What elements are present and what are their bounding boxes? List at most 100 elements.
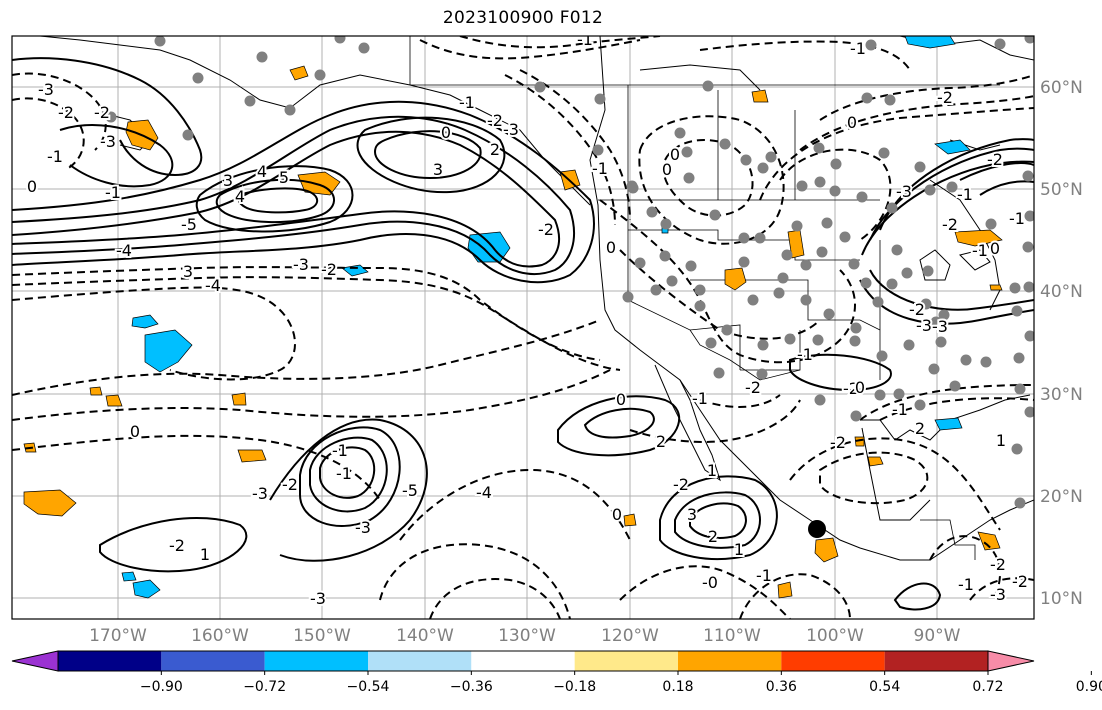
contour-label: 0 bbox=[990, 239, 1000, 258]
station-dot bbox=[814, 176, 826, 188]
station-dot bbox=[705, 337, 717, 349]
colorbar-tick-label: 0.18 bbox=[662, 679, 693, 695]
contour-label: 0 bbox=[855, 378, 865, 397]
colorbar-tick-label: 0.72 bbox=[972, 679, 1003, 695]
station-dot bbox=[1009, 282, 1021, 294]
station-dot bbox=[791, 220, 803, 232]
contour-label: -1 bbox=[332, 441, 348, 460]
station-dot bbox=[800, 294, 812, 306]
contour-label: -2 bbox=[937, 88, 953, 107]
station-dot bbox=[960, 354, 972, 366]
station-dot bbox=[594, 93, 606, 105]
negative-anomaly-patches bbox=[121, 36, 971, 599]
contour-label: 2 bbox=[490, 140, 500, 159]
station-dot bbox=[192, 72, 204, 84]
colorbar-segment bbox=[574, 651, 678, 671]
contour-label: -2 bbox=[487, 111, 503, 130]
colorbar-segment bbox=[781, 651, 885, 671]
station-dot bbox=[244, 95, 256, 107]
station-dot bbox=[694, 284, 706, 296]
colorbar-tick-label: 0.54 bbox=[869, 679, 900, 695]
station-dot bbox=[796, 180, 808, 192]
contour-label: -2 bbox=[745, 378, 761, 397]
contour-label: -1 bbox=[592, 159, 608, 178]
station-dot bbox=[924, 184, 936, 196]
contour-label: -3 bbox=[916, 316, 932, 335]
station-dot bbox=[765, 151, 777, 163]
station-dot bbox=[182, 129, 194, 141]
station-dot bbox=[920, 298, 932, 310]
station-dot bbox=[154, 36, 166, 47]
contour-label: -1 bbox=[459, 93, 475, 112]
station-dot bbox=[627, 182, 639, 194]
station-dot bbox=[946, 181, 958, 193]
coastlines bbox=[39, 36, 1034, 561]
station-dot bbox=[985, 218, 997, 230]
station-dot bbox=[314, 69, 326, 81]
station-dot bbox=[886, 202, 898, 214]
station-dot bbox=[650, 284, 662, 296]
station-dot bbox=[1011, 443, 1023, 455]
station-dot bbox=[891, 244, 903, 256]
station-dot bbox=[914, 399, 926, 411]
station-dot bbox=[1022, 241, 1034, 253]
positive-anomaly-patches bbox=[23, 65, 1003, 599]
colorbar-tick-label: −0.18 bbox=[553, 679, 596, 695]
station-dot bbox=[816, 246, 828, 258]
longitude-label: 160°W bbox=[191, 626, 249, 646]
station-dot bbox=[1011, 305, 1023, 317]
station-dot bbox=[928, 363, 940, 375]
station-dot bbox=[1023, 281, 1034, 293]
station-dot bbox=[901, 267, 913, 279]
contour-label: -1 bbox=[692, 389, 708, 408]
station-dot bbox=[719, 138, 731, 150]
station-dot bbox=[659, 250, 671, 262]
colorbar-segment bbox=[678, 651, 782, 671]
contour-label: -1 bbox=[958, 575, 974, 594]
contour-label: -1 bbox=[797, 345, 813, 364]
station-dot bbox=[823, 308, 835, 320]
colorbar-tick-label: −0.36 bbox=[450, 679, 493, 695]
colorbar: −0.90 −0.72 −0.54 −0.36 −0.18 0.18 0.36 0.54 0.7… bbox=[11, 650, 1102, 695]
station-dot bbox=[683, 172, 695, 184]
station-dot bbox=[534, 81, 546, 93]
contour-label: 4 bbox=[235, 187, 245, 206]
colorbar-segment bbox=[471, 651, 575, 671]
colorbar-segment bbox=[161, 651, 265, 671]
station-dot bbox=[861, 92, 873, 104]
station-dot bbox=[660, 218, 672, 230]
station-markers bbox=[105, 36, 1034, 509]
station-dot bbox=[681, 146, 693, 158]
station-dot bbox=[860, 277, 872, 289]
station-dot bbox=[878, 147, 890, 159]
latitude-labels: 60°N 50°N 40°N 30°N 20°N 10°N bbox=[1040, 78, 1083, 609]
latitude-label: 40°N bbox=[1040, 282, 1083, 302]
station-dot bbox=[930, 316, 942, 328]
contour-label: 0 bbox=[130, 422, 140, 441]
contour-label: -3 bbox=[310, 589, 326, 608]
station-dot bbox=[747, 294, 759, 306]
station-dot bbox=[334, 36, 346, 44]
station-dot bbox=[829, 185, 841, 197]
longitude-label: 120°W bbox=[601, 626, 659, 646]
station-dot bbox=[922, 265, 934, 277]
contour-label: -3 bbox=[100, 132, 116, 151]
contour-label: -2 bbox=[987, 150, 1003, 169]
station-dot bbox=[850, 410, 862, 422]
contour-label: -3 bbox=[38, 80, 54, 99]
latitude-label: 60°N bbox=[1040, 78, 1083, 98]
contour-label: -4 bbox=[476, 483, 492, 502]
contour-label: 0 bbox=[847, 113, 857, 132]
contour-label: -2 bbox=[282, 475, 298, 494]
contour-label: -1 bbox=[336, 464, 352, 483]
station-dot bbox=[757, 162, 769, 174]
colorbar-border bbox=[57, 650, 989, 672]
latitude-label: 50°N bbox=[1040, 180, 1083, 200]
colorbar-tick-label: −0.54 bbox=[347, 679, 390, 695]
station-dot bbox=[713, 367, 725, 379]
contour-label: -2 bbox=[538, 220, 554, 239]
contour-label: 3 bbox=[687, 505, 697, 524]
contour-label: -3 bbox=[293, 255, 309, 274]
latitude-label: 10°N bbox=[1040, 589, 1083, 609]
